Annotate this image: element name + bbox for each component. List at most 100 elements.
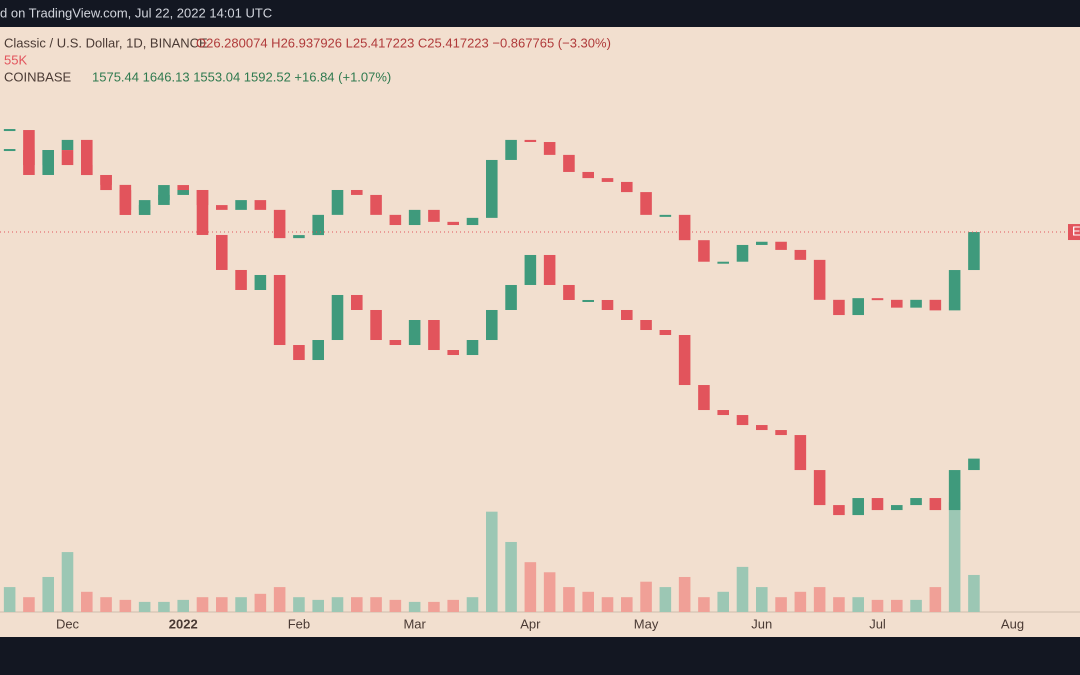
- candle-body: [351, 294, 363, 310]
- candle-body: [698, 385, 710, 411]
- candle-body: [582, 299, 594, 302]
- volume-bar: [466, 597, 479, 612]
- candle-body: [563, 284, 575, 300]
- candle-body: [775, 430, 787, 436]
- plot-background: [0, 27, 1080, 637]
- candle-body: [486, 309, 498, 341]
- candle-body: [601, 299, 614, 310]
- volume-bar: [794, 591, 807, 612]
- volume-bar: [813, 587, 826, 612]
- candle-body: [312, 214, 324, 236]
- candle-body: [678, 214, 691, 241]
- candle-body: [601, 178, 614, 182]
- x-tick-label: Jun: [751, 616, 772, 631]
- candle-body: [370, 309, 382, 341]
- candle-body: [871, 498, 884, 511]
- candle-body: [659, 214, 672, 217]
- volume-bar: [138, 601, 151, 612]
- x-tick-label: Mar: [403, 616, 426, 631]
- x-tick-label: Dec: [56, 616, 80, 631]
- volume-bar: [370, 597, 382, 612]
- candle-body: [466, 217, 479, 226]
- header: d on TradingView.com, Jul 22, 2022 14:01…: [0, 5, 272, 20]
- candle-body: [273, 209, 286, 239]
- volume-bar: [196, 597, 209, 612]
- x-tick-label: Apr: [520, 616, 541, 631]
- volume-bar: [640, 581, 652, 612]
- candle-body: [177, 189, 189, 195]
- candle-body: [543, 142, 556, 155]
- volume-bar: [119, 599, 132, 612]
- candle-body: [312, 340, 324, 361]
- candle-body: [216, 234, 228, 270]
- volume-bar: [273, 587, 286, 612]
- candle-body: [756, 241, 768, 245]
- candle-body: [640, 192, 652, 215]
- candle-body: [408, 320, 421, 346]
- candle-body: [968, 232, 980, 271]
- volume-bar: [428, 601, 440, 612]
- candle-body: [891, 505, 903, 511]
- volume-bar: [717, 591, 729, 612]
- candle-body: [563, 154, 575, 172]
- candle-body: [929, 498, 942, 511]
- candle-body: [948, 270, 961, 311]
- candle-body: [813, 470, 826, 506]
- volume-bar: [389, 599, 402, 612]
- volume-bar: [563, 587, 575, 612]
- candle-body: [891, 299, 903, 308]
- candle-body: [273, 274, 286, 346]
- volume-bar: [524, 562, 537, 612]
- candle-body: [23, 130, 35, 166]
- volume-bar: [3, 587, 16, 612]
- candle-body: [177, 185, 189, 191]
- candle-body: [543, 254, 556, 285]
- volume-bar: [891, 599, 903, 612]
- candle-body: [351, 189, 363, 195]
- candle-body: [370, 194, 382, 215]
- candle-body: [717, 261, 729, 264]
- candle-body: [871, 298, 884, 301]
- volume-bar: [100, 597, 112, 612]
- candle-body: [794, 435, 807, 471]
- candle-body: [428, 209, 440, 222]
- legend-values: O26.280074 H26.937926 L25.417223 C25.417…: [196, 35, 611, 50]
- x-tick-label: Feb: [288, 616, 310, 631]
- legend-name: Classic / U.S. Dollar, 1D, BINANCE: [4, 35, 208, 50]
- candle-body: [254, 200, 267, 210]
- volume-bar: [756, 587, 768, 612]
- candle-body: [640, 320, 652, 331]
- candle-body: [698, 240, 710, 262]
- candle-body: [524, 139, 537, 143]
- candle-body: [466, 340, 479, 356]
- candle-body: [794, 249, 807, 260]
- candle-body: [486, 159, 498, 218]
- legend-name: COINBASE: [4, 69, 72, 84]
- volume-bar: [543, 572, 556, 612]
- candle-body: [81, 139, 93, 175]
- candle-body: [389, 214, 402, 226]
- volume-bar: [331, 597, 344, 612]
- volume-bar: [775, 597, 787, 612]
- volume-bar: [312, 599, 324, 612]
- volume-bar: [948, 502, 961, 612]
- volume-bar: [621, 597, 633, 612]
- candle-body: [3, 149, 16, 152]
- volume-bar: [929, 587, 942, 612]
- x-tick-label: May: [634, 616, 659, 631]
- candle-body: [235, 200, 247, 210]
- volume-bar: [293, 597, 305, 612]
- volume-bar: [158, 601, 170, 612]
- candle-body: [736, 415, 749, 426]
- x-tick-label: 2022: [169, 616, 198, 631]
- candle-body: [582, 171, 594, 179]
- candle-body: [910, 299, 922, 308]
- x-tick-label: Jul: [869, 616, 886, 631]
- candle-body: [447, 350, 459, 356]
- volume-bar: [601, 597, 614, 612]
- volume-bar: [42, 576, 54, 612]
- candle-body: [81, 165, 93, 176]
- candle-body: [505, 284, 517, 310]
- candle-body: [659, 330, 672, 336]
- candle-body: [331, 294, 344, 341]
